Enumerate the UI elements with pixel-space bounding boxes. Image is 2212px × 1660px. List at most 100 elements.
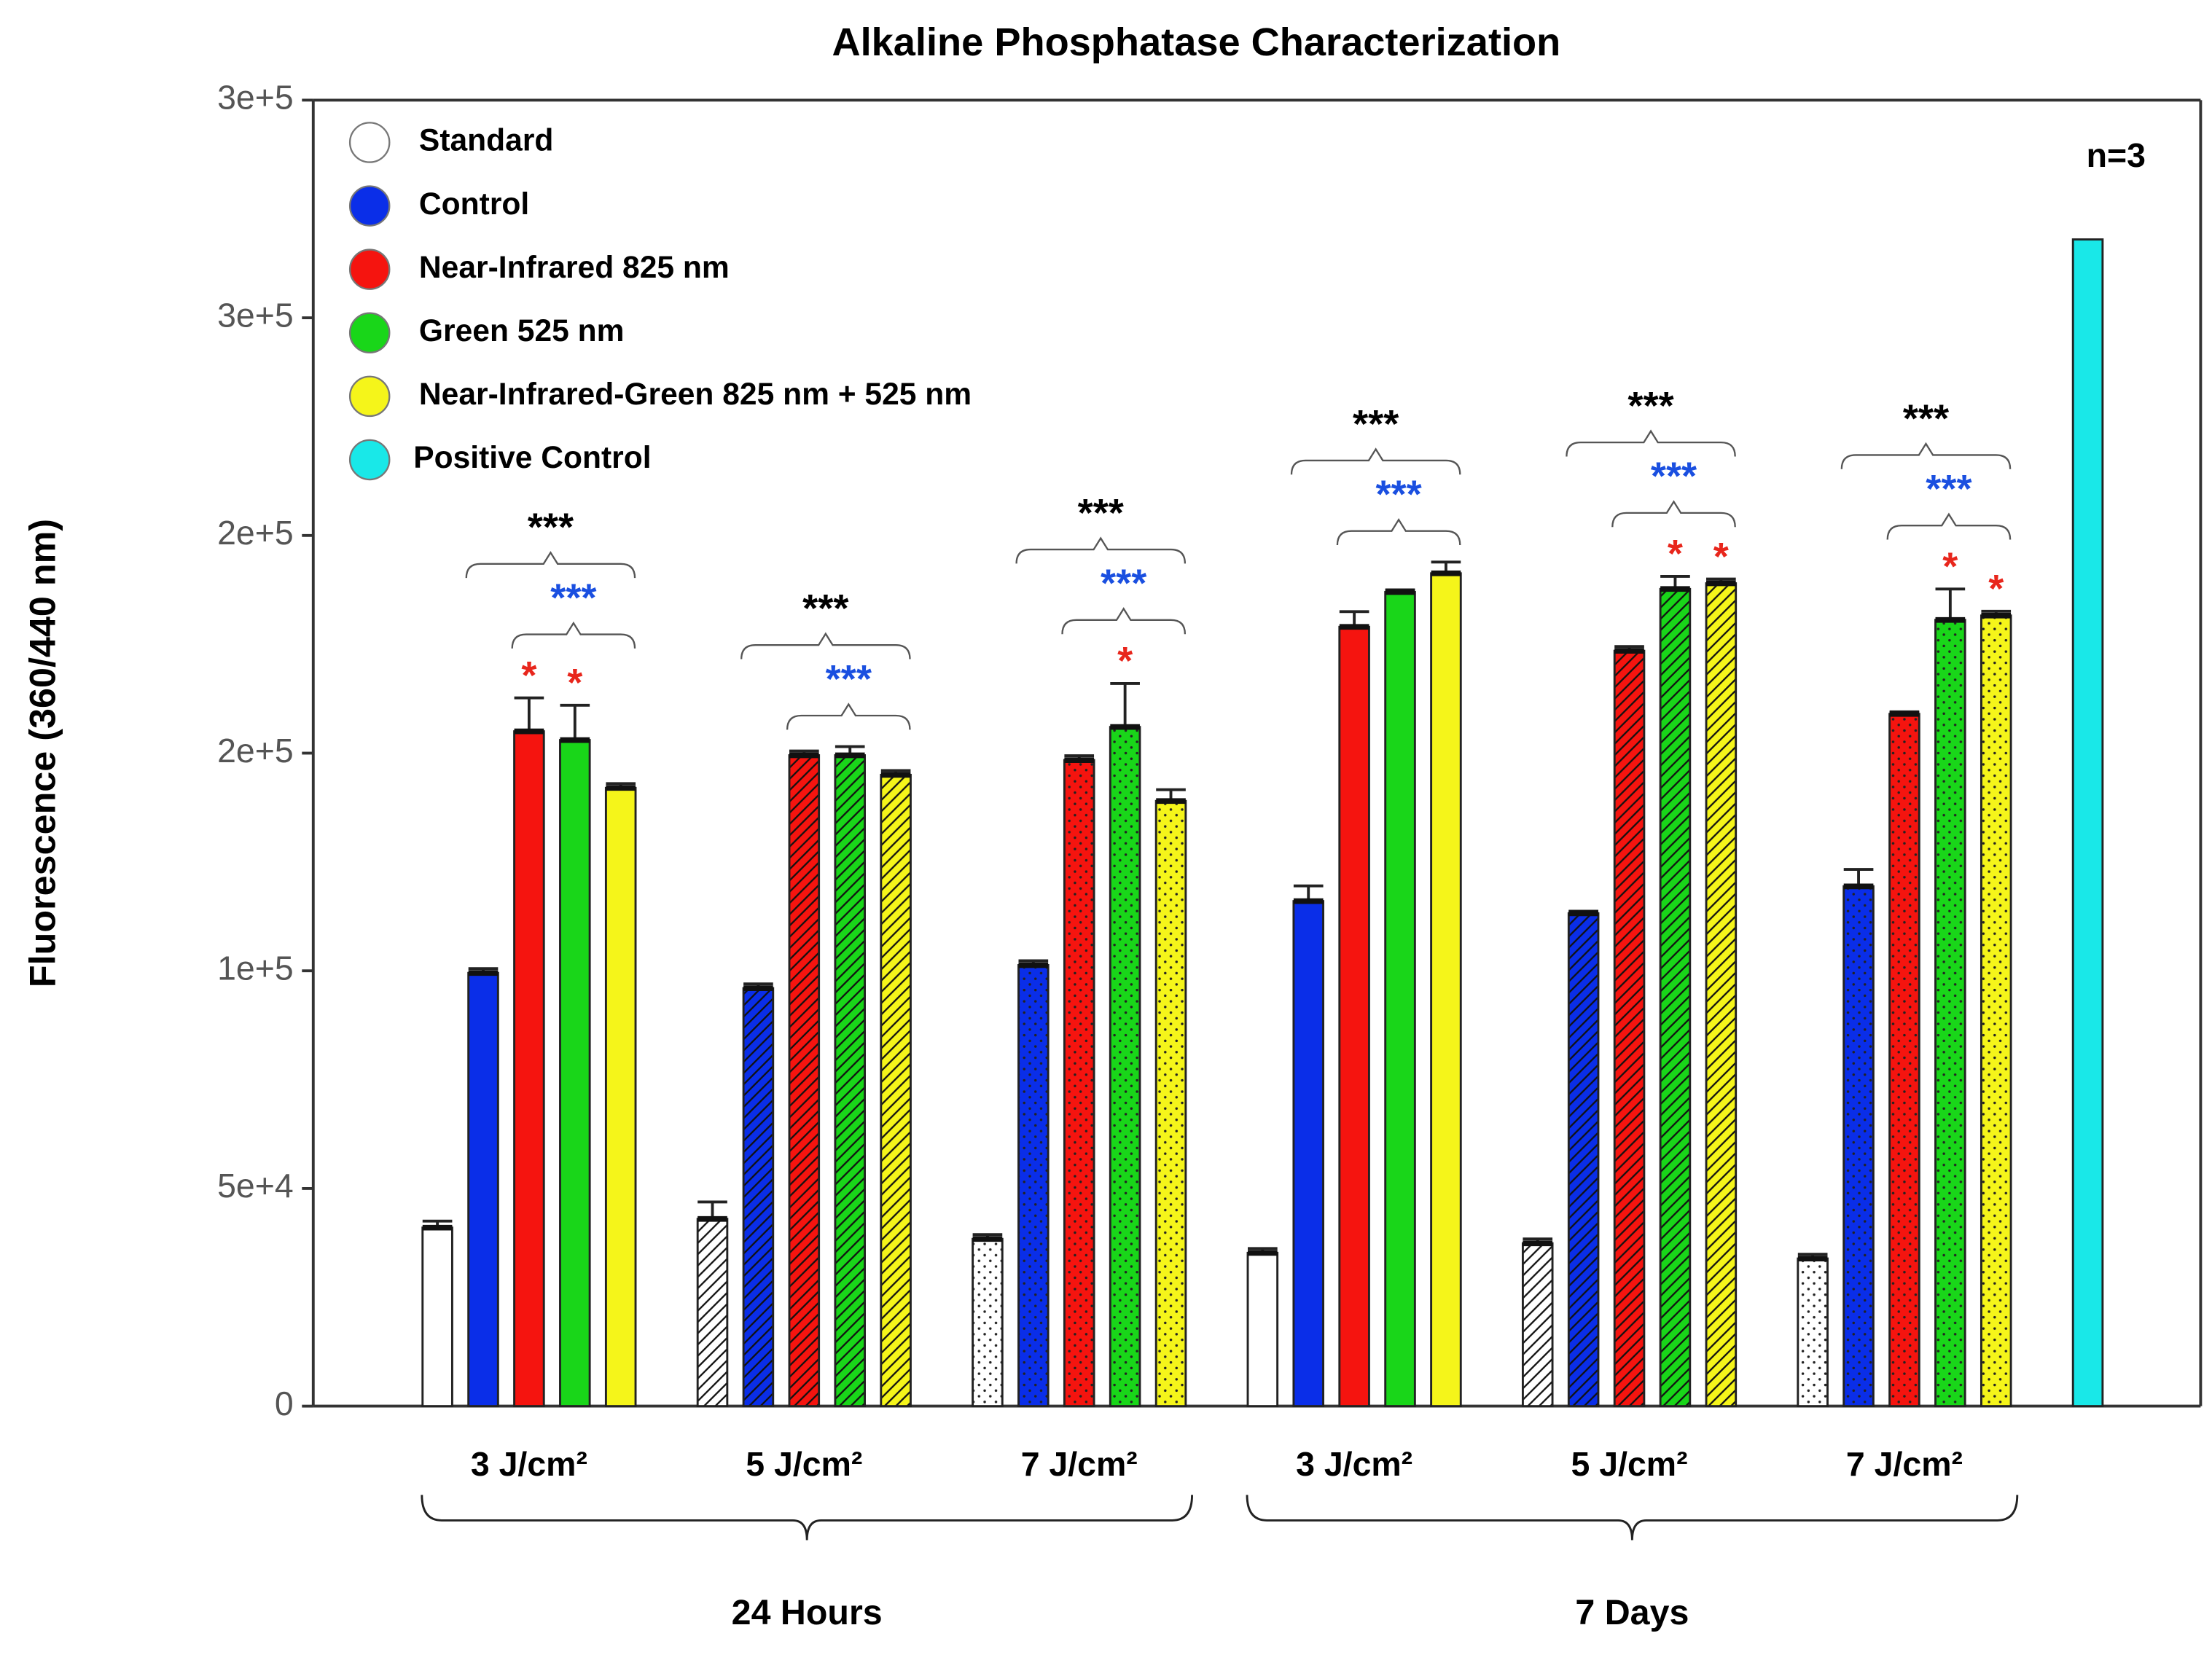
y-tick-label: 0 [275,1385,294,1422]
bar [559,739,591,1408]
bar [1017,964,1050,1408]
significance-star: * [567,661,583,705]
bar [421,1226,453,1408]
bar [1109,726,1141,1408]
group-label: 7 Days [1575,1593,1689,1632]
group-brace [421,1495,1194,1540]
significance-bracket [740,632,911,659]
bar [1934,619,1966,1408]
y-tick-label: 1e+5 [217,949,294,987]
y-tick-label: 5e+4 [217,1167,294,1205]
significance-stars: *** [1101,562,1147,606]
legend-label: Near-Infrared 825 nm [419,250,730,285]
y-tick-label: 3e+5 [217,296,294,334]
significance-bracket [1336,518,1461,546]
significance-stars: *** [1078,491,1125,535]
x-tick-label: 3 J/cm² [471,1445,587,1483]
bar [1888,713,1920,1408]
legend-swatch [348,375,391,418]
significance-bracket [465,551,636,579]
significance-bracket [1840,442,2012,469]
x-tick-label: 7 J/cm² [1021,1445,1138,1483]
legend-swatch [348,185,391,227]
significance-bracket [1061,607,1187,635]
y-axis-label: Fluorescence (360/440 nm) [21,519,63,987]
significance-stars: *** [1353,402,1399,446]
y-tick-label: 2e+5 [217,732,294,770]
n-annotation: n=3 [2087,136,2146,174]
bar [880,773,912,1408]
bar [604,786,637,1408]
significance-stars: *** [550,576,597,619]
legend-label: Green 525 nm [419,313,625,348]
chart-title: Alkaline Phosphatase Characterization [832,20,1560,64]
bar [1659,587,1692,1408]
legend-swatch [348,248,391,290]
bar [834,754,866,1408]
group-label: 24 Hours [732,1593,883,1632]
bar [513,730,545,1408]
bar [1292,900,1325,1408]
legend-swatch [348,439,391,481]
error-bar [1843,868,1874,887]
bar [1980,614,2012,1408]
significance-star: * [1713,535,1730,579]
significance-star: * [1988,567,2004,611]
bar [788,754,821,1408]
legend-swatch [348,312,391,354]
significance-star: * [1942,545,1958,589]
legend-label: Control [419,187,529,222]
significance-stars: *** [826,657,872,701]
bar [1705,582,1738,1408]
significance-bracket [1290,447,1461,475]
bar [1842,885,1875,1408]
legend-label: Positive Control [413,440,651,475]
bar [1063,759,1095,1408]
bar [1797,1257,1829,1408]
significance-stars: *** [802,587,849,630]
group-brace [1246,1495,2019,1540]
significance-stars: *** [1903,396,1950,440]
significance-star: * [1668,532,1684,576]
bar [467,971,499,1408]
error-bar [1110,681,1140,727]
legend-swatch [348,122,391,163]
y-tick-label: 2e+5 [217,514,294,552]
legend-label: Near-Infrared-Green 825 nm + 525 nm [419,377,972,412]
error-bar [560,703,590,740]
error-bar [1935,587,1966,620]
bar [1613,649,1646,1408]
bar [1154,799,1187,1408]
bar [1246,1251,1279,1408]
bar [696,1218,729,1408]
error-bar [514,696,544,732]
significance-stars: *** [1651,455,1697,498]
bar [1384,591,1416,1408]
bar [742,987,775,1408]
significance-bracket [511,621,636,649]
significance-bracket [1566,429,1736,457]
significance-bracket [786,702,911,730]
significance-stars: *** [528,506,574,549]
x-tick-label: 3 J/cm² [1296,1445,1412,1483]
significance-star: * [1117,639,1133,683]
significance-bracket [1611,500,1736,528]
bar [1567,912,1600,1408]
bar [1521,1242,1554,1408]
x-tick-label: 5 J/cm² [1571,1445,1688,1483]
error-bar [697,1200,727,1219]
bar [972,1237,1004,1408]
bar [2071,238,2104,1408]
significance-stars: *** [1375,473,1422,517]
significance-stars: *** [1926,467,1972,511]
significance-bracket [1015,536,1187,564]
legend-label: Standard [419,123,553,158]
significance-star: * [521,654,537,697]
significance-stars: *** [1627,384,1674,428]
bar [1338,625,1370,1408]
y-tick-label: 3e+5 [217,79,294,117]
x-tick-label: 7 J/cm² [1846,1445,1963,1483]
significance-bracket [1886,512,2012,540]
bar [1430,572,1462,1408]
